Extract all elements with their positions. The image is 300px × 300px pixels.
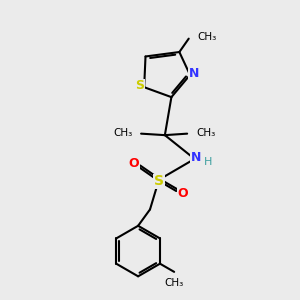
Text: N: N: [191, 151, 201, 164]
Text: S: S: [135, 79, 144, 92]
Text: S: S: [154, 174, 164, 188]
Text: O: O: [128, 157, 139, 170]
Text: CH₃: CH₃: [196, 128, 215, 138]
Text: H: H: [204, 157, 212, 167]
Text: O: O: [177, 187, 188, 200]
Text: CH₃: CH₃: [164, 278, 184, 288]
Text: CH₃: CH₃: [113, 128, 132, 138]
Text: CH₃: CH₃: [197, 32, 216, 42]
Text: N: N: [189, 67, 199, 80]
